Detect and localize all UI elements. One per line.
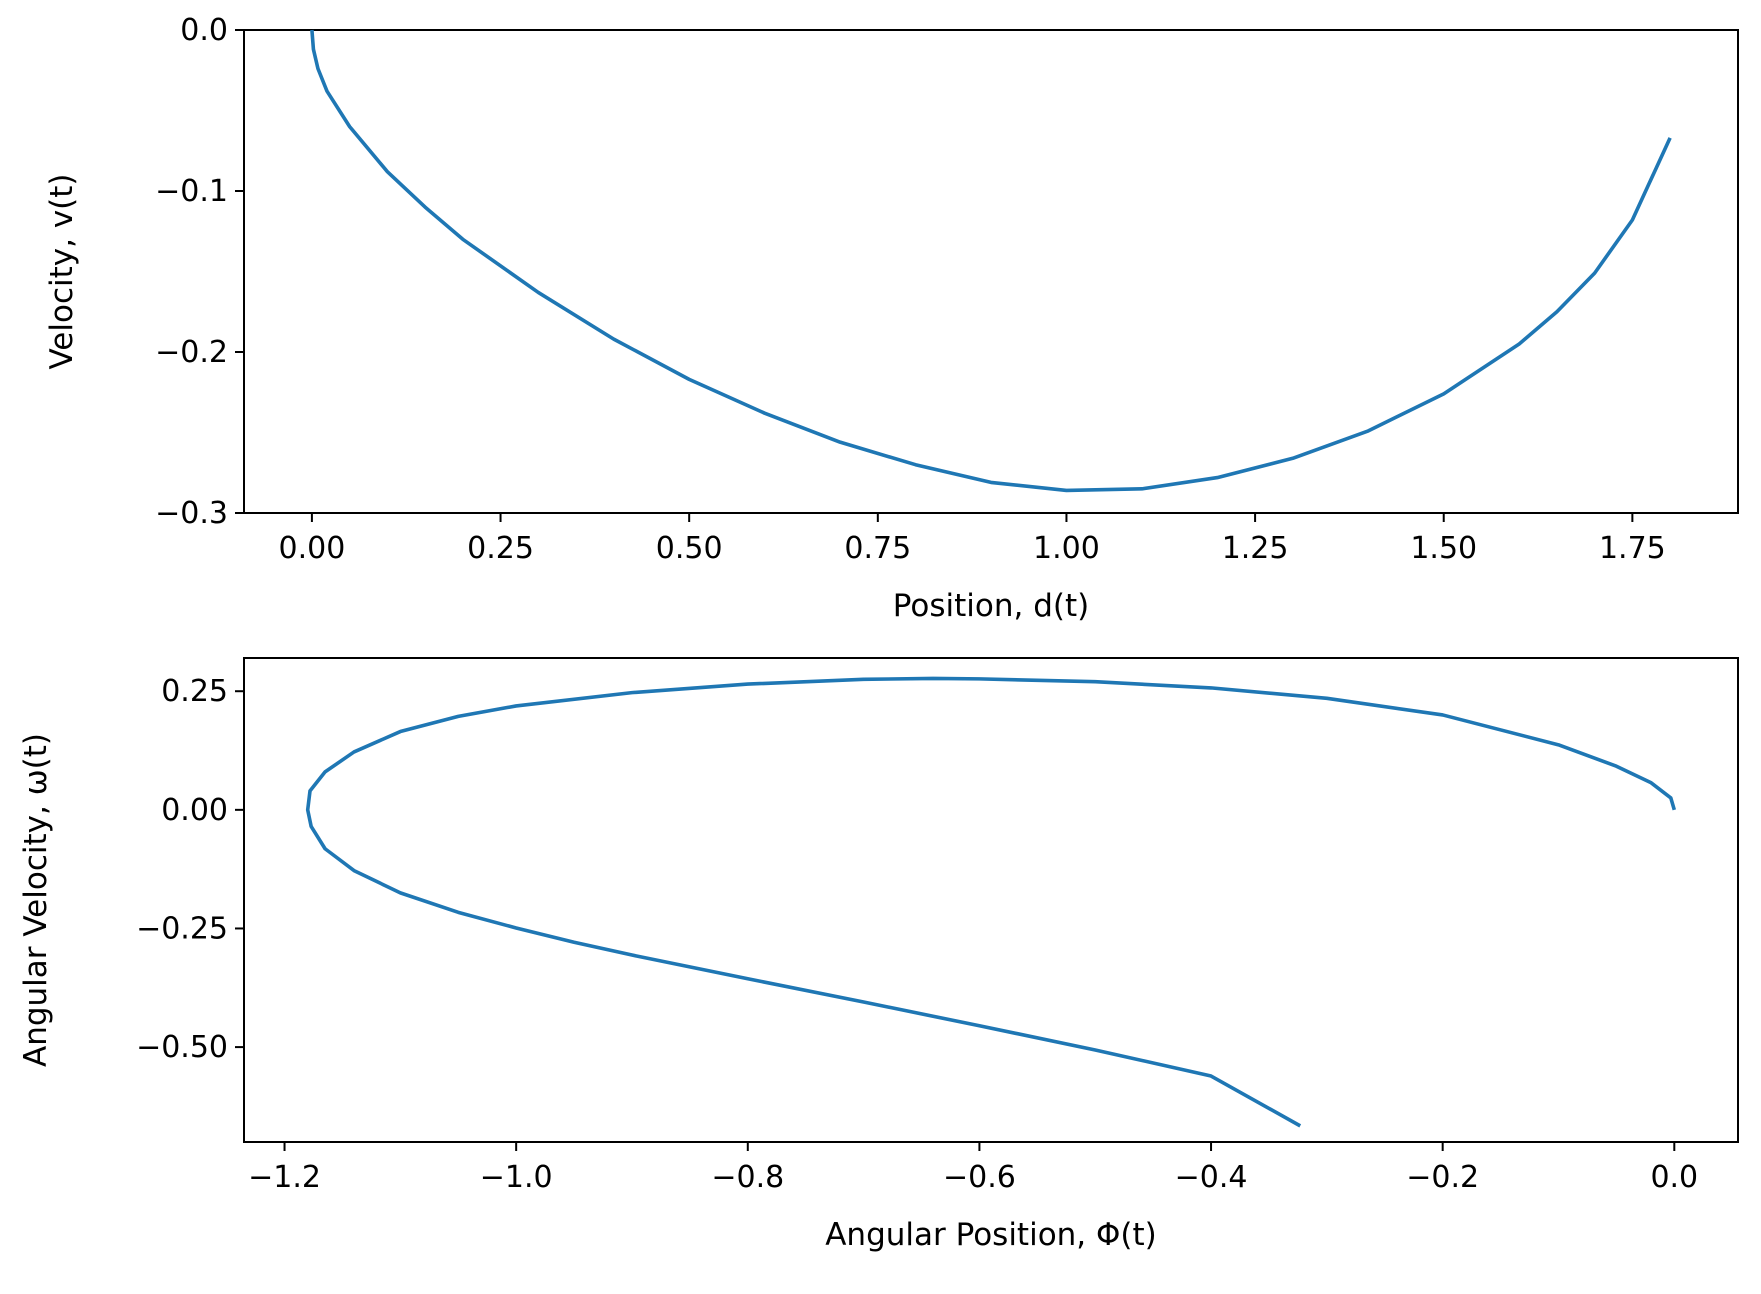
series-line: [305, 676, 1677, 1128]
x-tick-label: 1.25: [1222, 531, 1289, 566]
y-tick-label: 0.0: [180, 13, 228, 48]
x-tick-label: 0.75: [844, 531, 911, 566]
y-axis-label: Velocity, v(t): [44, 173, 80, 369]
x-tick-label: 0.25: [467, 531, 534, 566]
x-tick-label: −1.2: [248, 1160, 321, 1195]
y-axis-label: Angular Velocity, ω(t): [18, 733, 54, 1067]
x-axis-label: Position, d(t): [893, 588, 1089, 624]
x-tick-label: 0.50: [656, 531, 723, 566]
plot-angular-velocity-vs-angular-position: −1.2 −1.0 −0.8 −0.6 −0.4 −0.2 0.0 0.25 0.00 −0.2…: [18, 657, 1739, 1253]
x-tick-label: 0.00: [279, 531, 346, 566]
x-tick-label: 1.50: [1410, 531, 1477, 566]
x-ticks: −1.2 −1.0 −0.8 −0.6 −0.4 −0.2 0.0: [248, 1142, 1698, 1195]
y-tick-label: −0.50: [136, 1030, 228, 1065]
y-tick-label: −0.25: [136, 911, 228, 946]
x-tick-label: −0.6: [943, 1160, 1016, 1195]
y-tick-label: −0.1: [155, 174, 228, 209]
x-tick-label: 1.75: [1599, 531, 1666, 566]
y-tick-label: 0.25: [161, 674, 228, 709]
series-line: [310, 29, 1672, 493]
x-tick-label: 1.00: [1033, 531, 1100, 566]
axes-frame: [243, 657, 1739, 1143]
x-tick-label: −0.4: [1175, 1160, 1248, 1195]
x-axis-label: Angular Position, Φ(t): [825, 1217, 1157, 1253]
x-tick-label: −0.2: [1406, 1160, 1479, 1195]
y-ticks: 0.25 0.00 −0.25 −0.50: [136, 674, 244, 1065]
x-ticks: 0.00 0.25 0.50 0.75 1.00 1.25 1.50 1.75: [279, 513, 1666, 566]
y-tick-label: −0.2: [155, 335, 228, 370]
y-tick-label: −0.3: [155, 496, 228, 531]
y-ticks: 0.0 −0.1 −0.2 −0.3: [155, 13, 244, 531]
x-tick-label: −0.8: [711, 1160, 784, 1195]
plot-velocity-vs-position: 0.00 0.25 0.50 0.75 1.00 1.25 1.50 1.75 0.0 −0.1…: [44, 13, 1739, 624]
axes-frame: [243, 29, 1739, 514]
x-tick-label: −1.0: [480, 1160, 553, 1195]
x-tick-label: 0.0: [1650, 1160, 1698, 1195]
y-tick-label: 0.00: [161, 793, 228, 828]
